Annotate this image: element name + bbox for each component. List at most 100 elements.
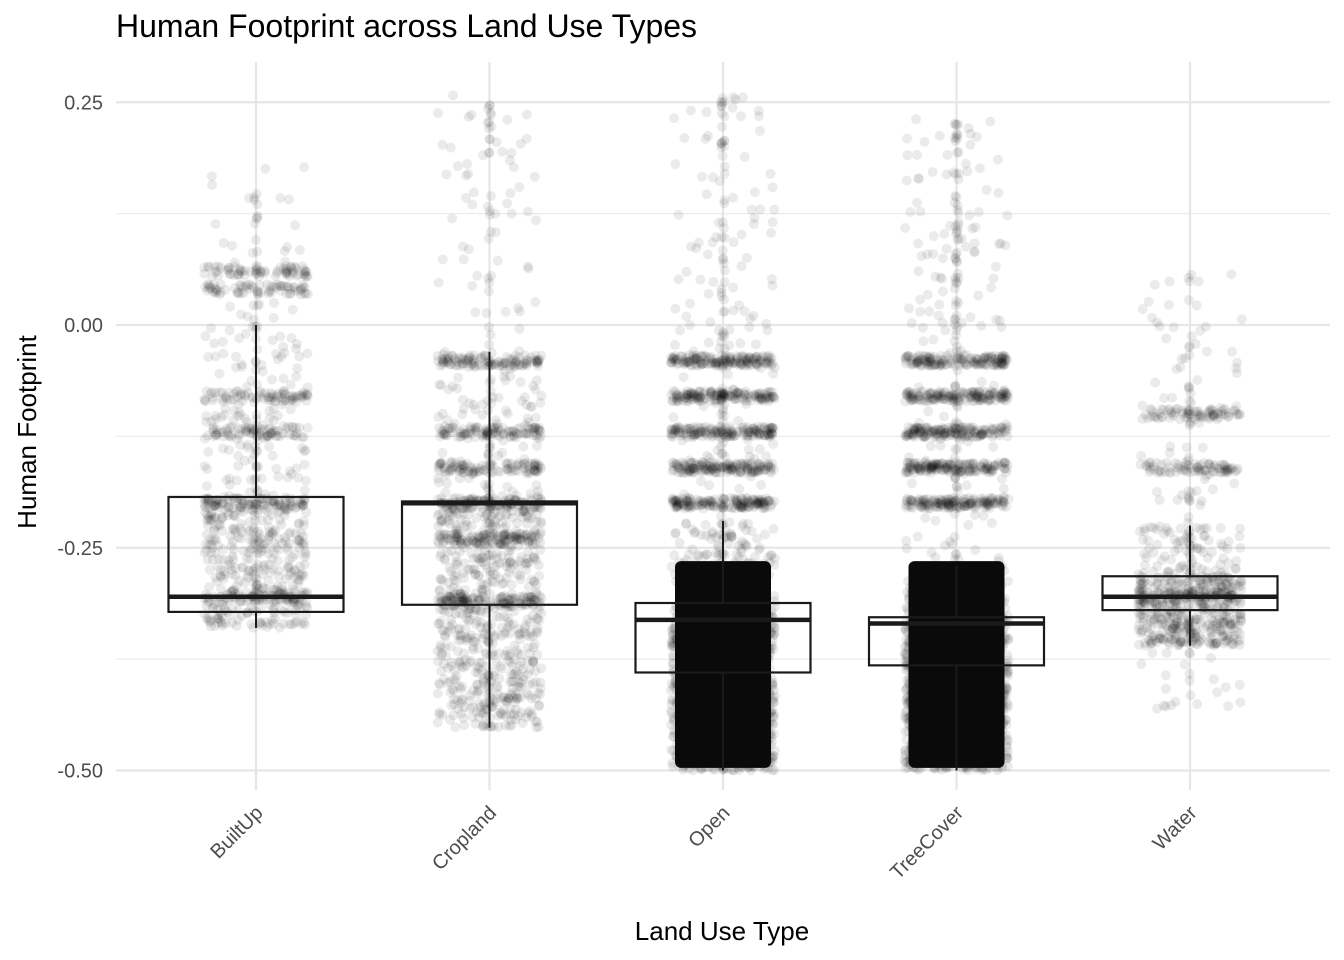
data-point: [267, 450, 278, 461]
data-point: [300, 475, 311, 486]
data-point: [963, 520, 974, 531]
data-point: [279, 532, 290, 543]
data-point: [273, 388, 284, 399]
data-point: [232, 386, 243, 397]
data-point: [262, 495, 273, 506]
data-point: [530, 716, 541, 727]
data-point: [286, 497, 297, 508]
data-point: [266, 429, 277, 440]
data-point: [275, 331, 286, 342]
data-point: [234, 263, 245, 274]
data-point: [273, 544, 284, 555]
data-point: [208, 422, 219, 433]
data-point: [282, 545, 293, 556]
data-point: [199, 395, 210, 406]
data-point: [234, 430, 245, 441]
data-point: [236, 390, 247, 401]
data-point: [247, 247, 258, 258]
data-point: [257, 393, 268, 404]
data-point: [263, 395, 274, 406]
data-point: [717, 362, 728, 373]
data-point: [259, 564, 270, 575]
data-point: [210, 429, 221, 440]
data-point: [210, 547, 221, 558]
data-point: [239, 578, 250, 589]
data-point: [276, 584, 287, 595]
data-point: [203, 493, 214, 504]
data-point: [201, 481, 212, 492]
data-point: [221, 474, 232, 485]
data-point: [449, 665, 460, 676]
data-point: [235, 280, 246, 291]
data-point: [244, 193, 255, 204]
data-point: [296, 392, 307, 403]
data-point: [223, 387, 234, 398]
data-point: [485, 134, 496, 145]
data-point: [223, 555, 234, 566]
data-point: [233, 450, 244, 461]
data-point: [505, 431, 516, 442]
data-point: [717, 425, 728, 436]
data-point: [251, 213, 262, 224]
data-point: [235, 523, 246, 534]
data-point: [528, 552, 539, 563]
data-point: [754, 542, 765, 553]
data-point: [531, 480, 542, 491]
data-point: [289, 430, 300, 441]
data-point: [498, 578, 509, 589]
data-point: [466, 463, 477, 474]
data-point: [483, 542, 494, 553]
data-point: [268, 415, 279, 426]
data-point: [670, 527, 681, 538]
data-point: [219, 566, 230, 577]
data-point: [688, 351, 699, 362]
data-point: [216, 583, 227, 594]
data-point: [669, 339, 680, 350]
data-point: [201, 613, 212, 624]
data-point: [247, 424, 258, 435]
data-point: [298, 515, 309, 526]
data-point: [240, 391, 251, 402]
data-point: [299, 282, 310, 293]
data-point: [244, 566, 255, 577]
data-point: [289, 565, 300, 576]
data-point: [267, 553, 278, 564]
data-point: [270, 426, 281, 437]
data-point: [912, 531, 923, 542]
data-point: [264, 599, 275, 610]
data-point: [706, 496, 717, 507]
data-point: [255, 423, 266, 434]
data-point: [288, 596, 299, 607]
data-point: [289, 391, 300, 402]
data-point: [255, 265, 266, 276]
data-point: [267, 528, 278, 539]
data-point: [206, 515, 217, 526]
data-point: [267, 335, 278, 346]
data-point: [285, 288, 296, 299]
data-point: [285, 527, 296, 538]
data-point: [222, 559, 233, 570]
chart-title: Human Footprint across Land Use Types: [116, 8, 698, 44]
data-point: [262, 514, 273, 525]
data-point: [249, 314, 260, 325]
data-point: [207, 603, 218, 614]
data-point: [259, 559, 270, 570]
data-point: [287, 421, 298, 432]
data-point: [278, 428, 289, 439]
data-point: [247, 321, 258, 332]
data-point: [686, 241, 697, 252]
data-point: [688, 501, 699, 512]
data-point: [225, 422, 236, 433]
data-point: [227, 568, 238, 579]
data-point: [200, 396, 211, 407]
data-point: [437, 575, 448, 586]
data-point: [227, 617, 238, 628]
data-point: [222, 394, 233, 405]
data-point: [231, 475, 242, 486]
data-point: [263, 286, 274, 297]
data-point: [240, 413, 251, 424]
data-point: [229, 283, 240, 294]
data-point: [258, 499, 269, 510]
data-point: [258, 424, 269, 435]
data-point: [458, 592, 469, 603]
